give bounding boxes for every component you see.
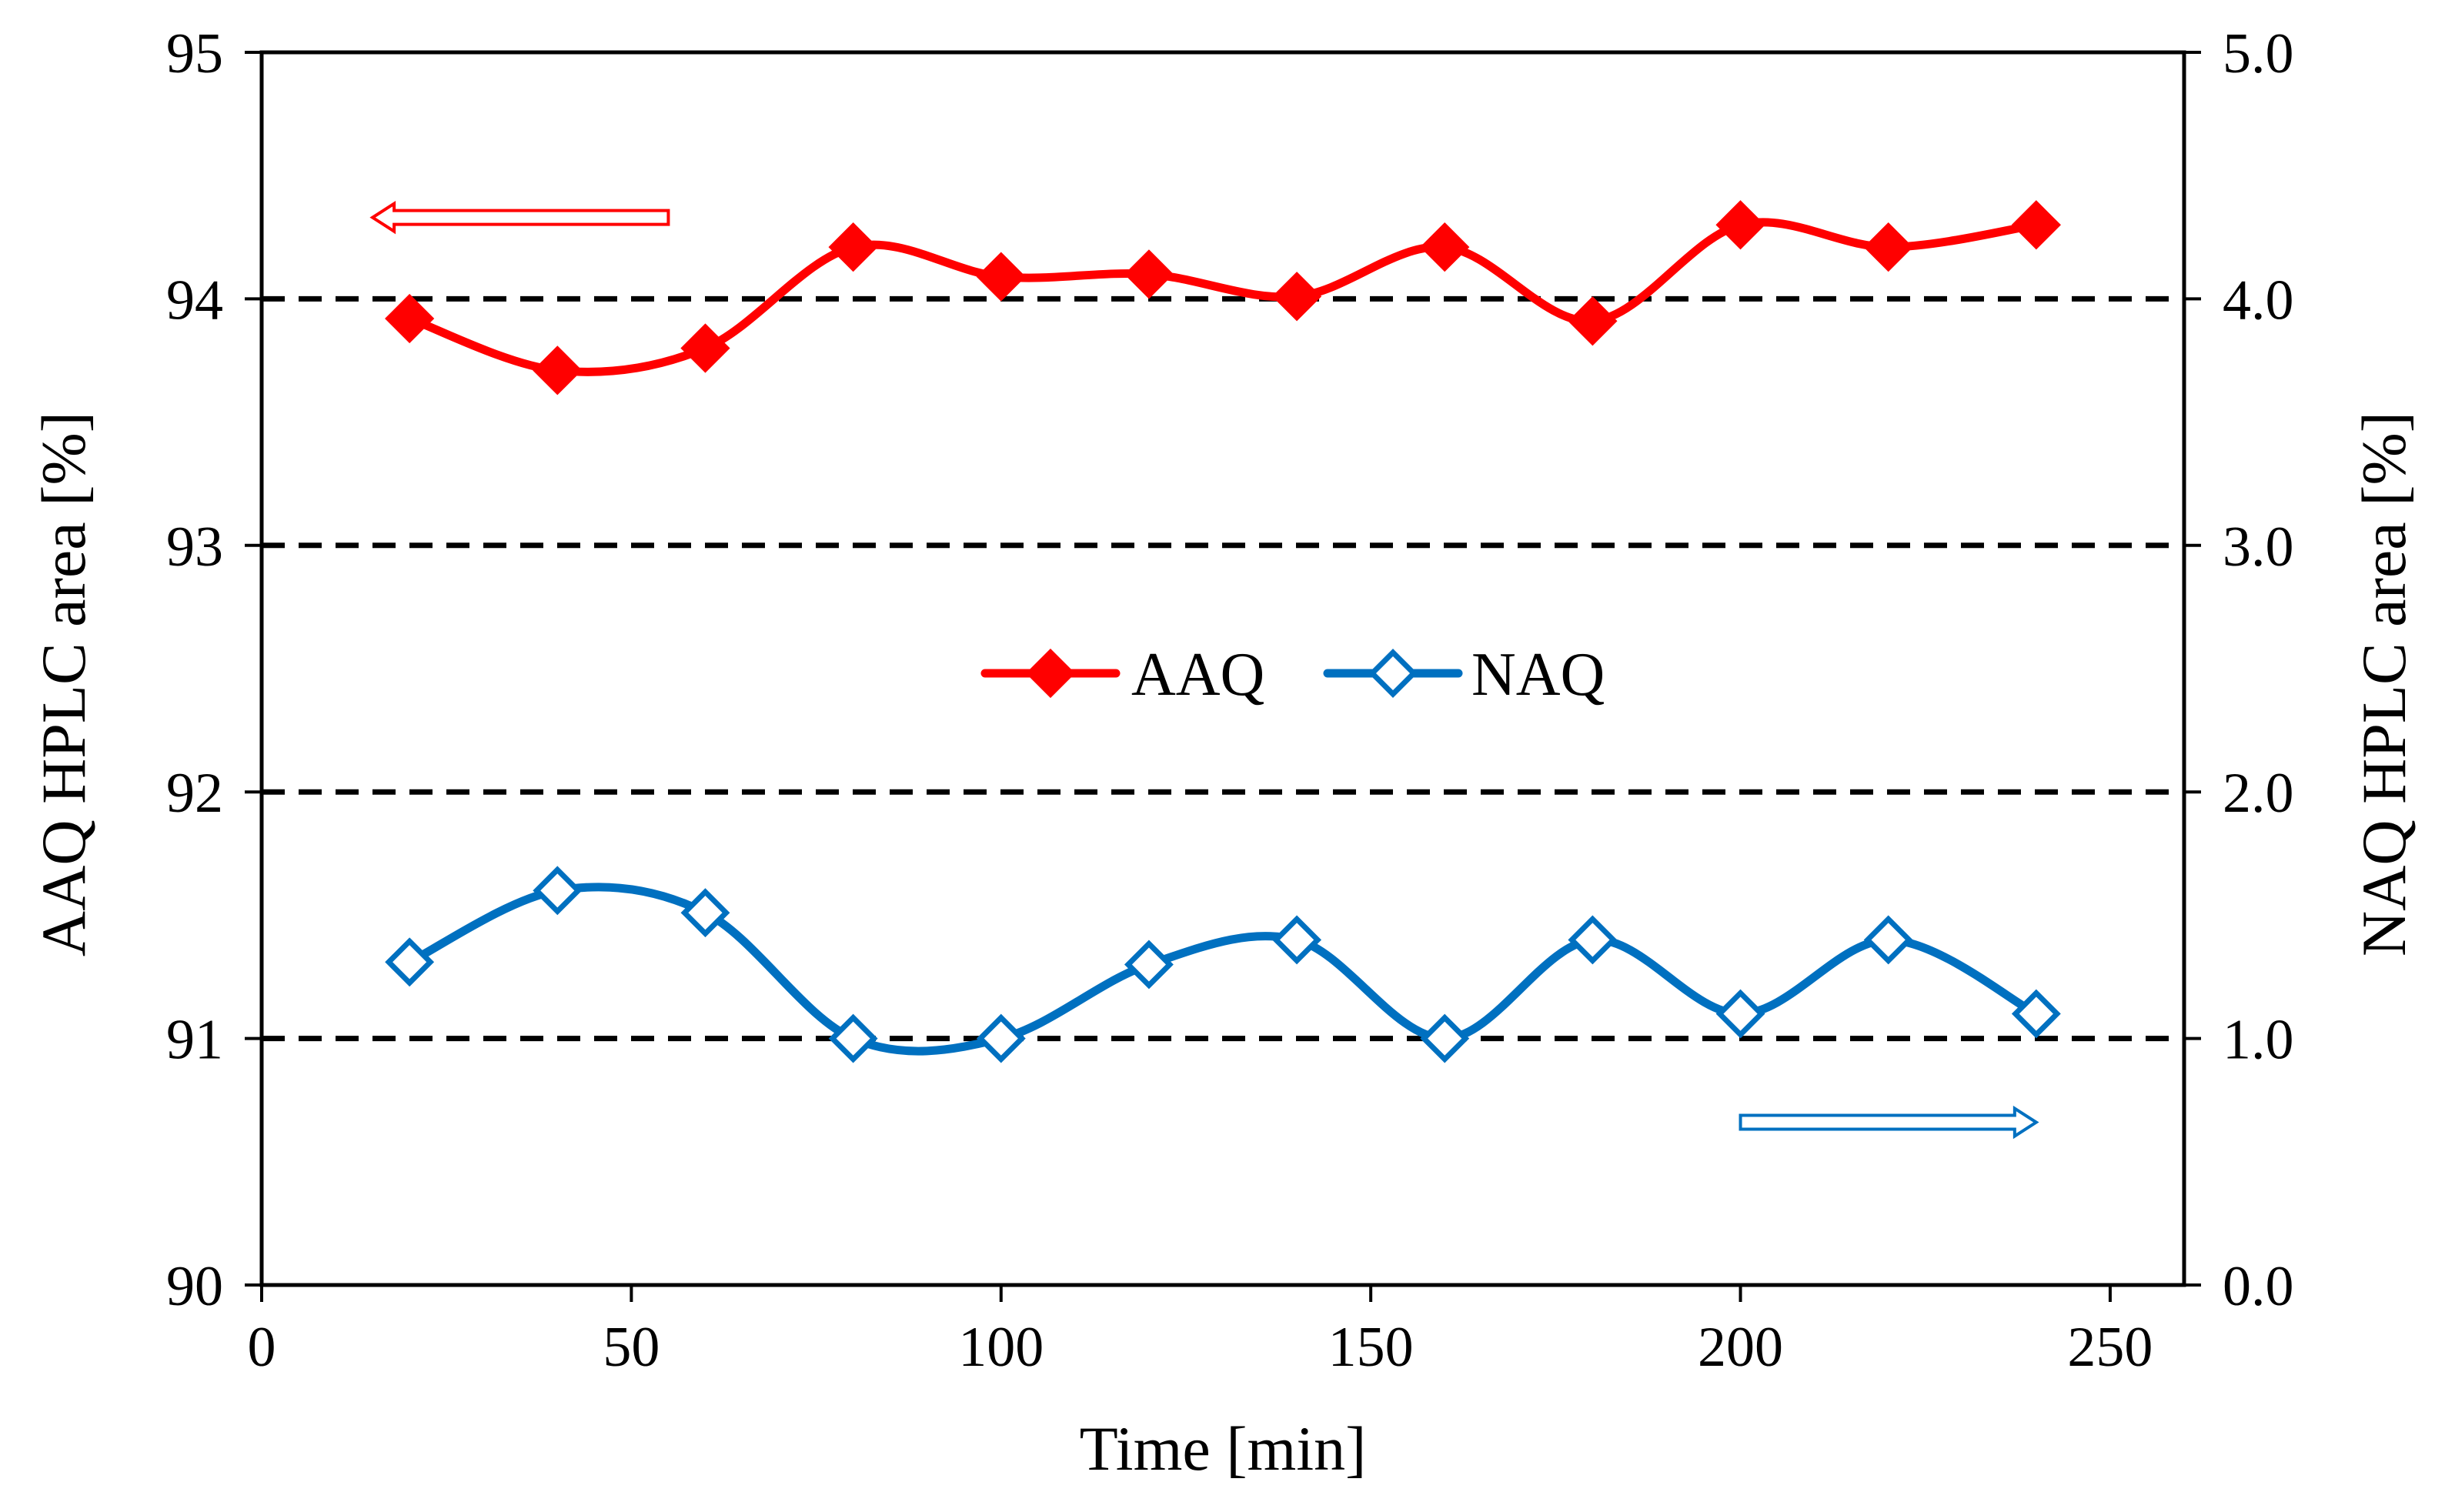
naq-point-60 [680, 888, 730, 938]
x-tick-label-100: 100 [958, 1316, 1044, 1379]
naq-point-240 [2011, 989, 2061, 1039]
y-left-tick-label-95: 95 [166, 22, 223, 85]
naq-point-120 [1124, 940, 1174, 990]
plot-frame [259, 50, 2186, 1287]
aaq-point-140 [1271, 272, 1322, 322]
y-right-tick-label-2: 2.0 [2223, 762, 2294, 825]
y-right-tick-label-4: 4.0 [2223, 269, 2294, 332]
naq-point-100 [976, 1013, 1026, 1063]
x-tick-label-0: 0 [248, 1316, 276, 1379]
x-tick-label-150: 150 [1328, 1316, 1414, 1379]
x-tick-label-250: 250 [2067, 1316, 2153, 1379]
aaq-point-160 [1420, 222, 1470, 272]
naq-point-200 [1715, 989, 1765, 1039]
arrow-right-to-right-axis [1739, 1105, 2039, 1140]
aaq-point-100 [976, 252, 1026, 302]
aaq-point-180 [1568, 296, 1618, 346]
x-tick-label-200: 200 [1698, 1316, 1783, 1379]
y-left-tick-label-93: 93 [166, 516, 223, 579]
y-right-tick-label-0: 0.0 [2223, 1255, 2294, 1318]
plot-area-border [259, 50, 2186, 1287]
arrow-left-to-left-axis [369, 201, 670, 235]
naq-point-20 [385, 937, 435, 987]
naq-point-220 [1863, 915, 1913, 965]
y-right-axis-title: NAQ HPLC area [%] [2349, 412, 2419, 956]
y-right-tick-label-3: 3.0 [2223, 516, 2294, 579]
aaq-point-120 [1124, 249, 1174, 299]
legend-aaq-label: AAQ [1131, 641, 1264, 709]
y-left-tick-label-91: 91 [166, 1009, 223, 1072]
aaq-point-20 [385, 293, 435, 344]
ticks-layer: 0 50 100 150 200 250 90 91 92 93 94 95 0.0 1.0 2.0 3.0 4… [166, 22, 2294, 1379]
aaq-point-40 [533, 345, 583, 396]
naq-point-40 [533, 866, 583, 916]
aaq-point-80 [828, 222, 878, 272]
naq-point-160 [1420, 1013, 1470, 1063]
y-left-tick-label-94: 94 [166, 269, 223, 332]
aaq-point-220 [1863, 222, 1913, 272]
gridlines [262, 295, 2184, 1042]
y-right-tick-label-1: 1.0 [2223, 1009, 2294, 1072]
y-right-tick-label-5: 5.0 [2223, 22, 2294, 85]
series-layer [385, 200, 2061, 1063]
naq-point-140 [1272, 915, 1322, 965]
annotations-layer [369, 201, 2039, 1140]
legend-naq-marker [1368, 649, 1418, 698]
naq-series-line [405, 883, 2041, 1056]
y-left-tick-label-90: 90 [166, 1255, 223, 1318]
x-axis-title: Time [min] [1080, 1414, 1367, 1484]
naq-point-180 [1568, 915, 1618, 965]
naq-point-80 [828, 1013, 878, 1063]
legend-naq-label: NAQ [1471, 641, 1605, 709]
aaq-point-240 [2011, 200, 2061, 250]
x-tick-label-50: 50 [603, 1316, 660, 1379]
aaq-point-60 [680, 323, 730, 373]
y-left-tick-label-92: 92 [166, 762, 223, 825]
aaq-point-200 [1715, 200, 1765, 250]
legend-aaq-marker [1025, 648, 1076, 699]
legend: AAQ NAQ [980, 641, 1605, 709]
y-left-axis-title: AAQ HPLC area [%] [28, 412, 99, 956]
